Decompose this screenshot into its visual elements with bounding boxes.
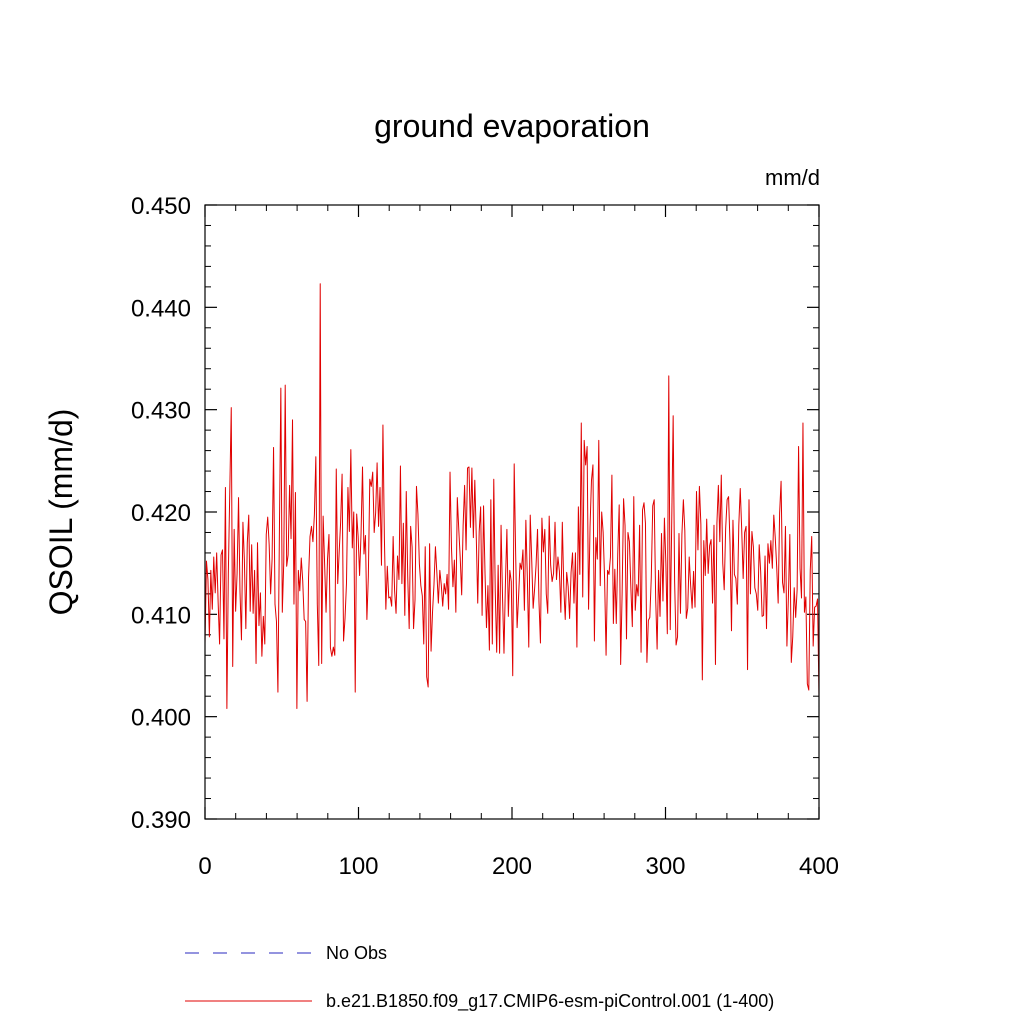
x-tick-label: 100 [338,853,378,880]
x-tick-label: 300 [645,853,685,880]
y-tick-label: 0.400 [131,705,191,732]
axis-ticks: 0 100 200 300 400 0.390 0.400 0.410 0.420 0.430 0.… [131,193,839,880]
y-tick-label: 0.440 [131,295,191,322]
y-tick-label: 0.410 [131,602,191,629]
legend-label-no-obs: No Obs [326,943,387,963]
legend: No Obs b.e21.B1850.f09_g17.CMIP6-esm-piC… [185,943,774,1012]
y-tick-label: 0.420 [131,500,191,527]
chart-title: ground evaporation [374,108,650,144]
y-tick-label: 0.430 [131,398,191,425]
series-layer [204,283,820,709]
y-tick-label: 0.450 [131,193,191,220]
series-line-0 [204,283,820,709]
plot-frame [204,204,820,820]
x-tick-label: 200 [492,853,532,880]
y-tick-label: 0.390 [131,807,191,834]
units-label: mm/d [765,165,820,190]
x-tick-label: 0 [198,853,211,880]
y-axis-label: QSOIL (mm/d) [43,409,79,616]
legend-label-model: b.e21.B1850.f09_g17.CMIP6-esm-piControl.… [326,991,774,1012]
x-tick-label: 400 [799,853,839,880]
